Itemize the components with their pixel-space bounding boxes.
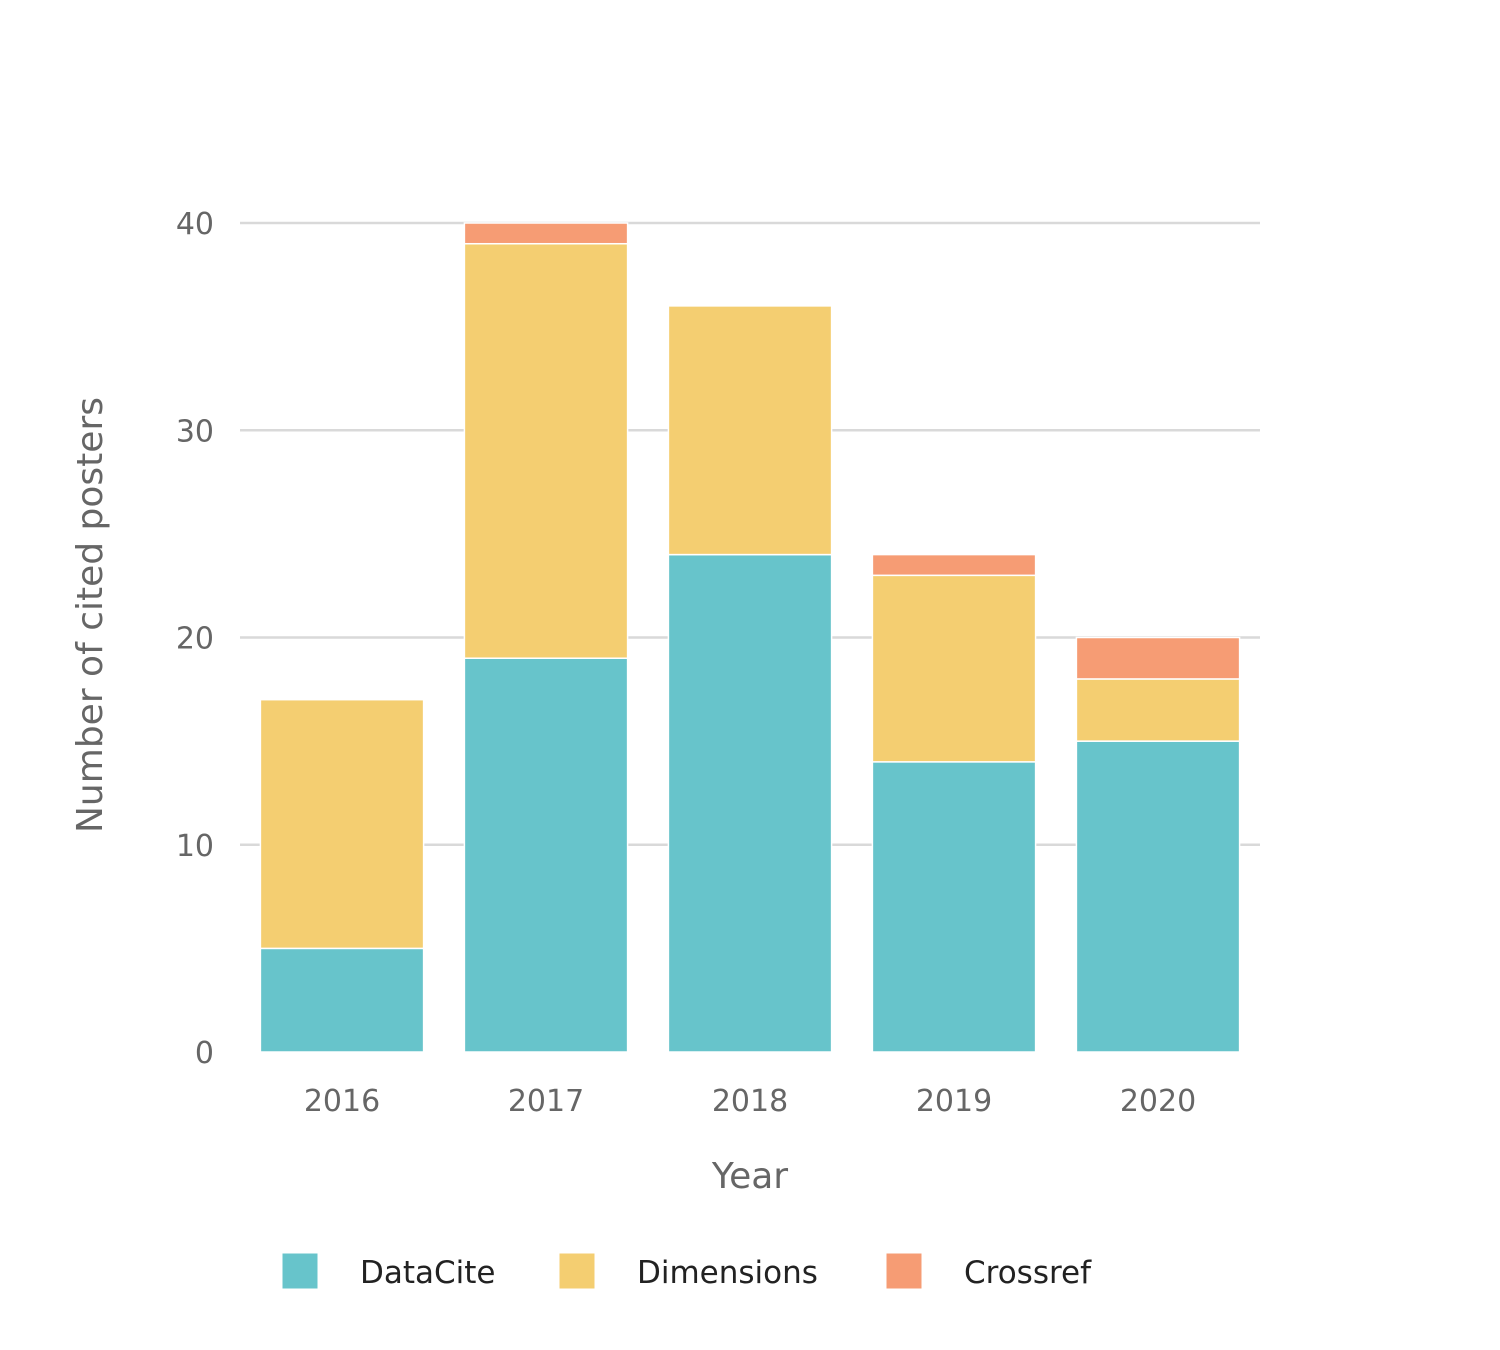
legend-label-dimensions: Dimensions bbox=[637, 1255, 818, 1291]
y-tick-label: 10 bbox=[176, 829, 214, 864]
y-tick-label: 0 bbox=[195, 1036, 214, 1071]
x-axis-title: Year bbox=[711, 1156, 788, 1197]
x-tick-labels: 2016 2017 2018 2019 2020 bbox=[304, 1084, 1196, 1119]
legend-swatch-crossref bbox=[885, 1252, 923, 1290]
bar-segment-datacite-2017 bbox=[463, 657, 629, 1053]
bar-segment-datacite-2018 bbox=[667, 553, 833, 1053]
x-tick-label: 2017 bbox=[508, 1084, 584, 1119]
y-tick-label: 30 bbox=[176, 414, 214, 449]
bar-segment-dimensions-2016 bbox=[259, 698, 425, 950]
y-axis-title: Number of cited posters bbox=[70, 397, 111, 833]
bar-segment-datacite-2020 bbox=[1075, 740, 1241, 1053]
bar-segment-dimensions-2017 bbox=[463, 242, 629, 659]
bars bbox=[259, 222, 1241, 1053]
bar-segment-dimensions-2018 bbox=[667, 305, 833, 556]
bar-segment-datacite-2016 bbox=[259, 947, 425, 1053]
legend-label-datacite: DataCite bbox=[360, 1255, 496, 1291]
bar-segment-crossref-2019 bbox=[871, 553, 1037, 577]
x-tick-label: 2016 bbox=[304, 1084, 380, 1119]
bar-segment-dimensions-2019 bbox=[871, 574, 1037, 763]
legend-label-crossref: Crossref bbox=[964, 1255, 1092, 1291]
y-tick-label: 20 bbox=[176, 622, 214, 657]
bar-segment-crossref-2020 bbox=[1075, 636, 1241, 680]
bar-segment-datacite-2019 bbox=[871, 761, 1037, 1053]
y-tick-labels: 0 10 20 30 40 bbox=[176, 207, 214, 1071]
legend-swatch-datacite bbox=[281, 1252, 319, 1290]
y-tick-label: 40 bbox=[176, 207, 214, 242]
x-tick-label: 2018 bbox=[712, 1084, 788, 1119]
x-tick-label: 2019 bbox=[916, 1084, 992, 1119]
x-tick-label: 2020 bbox=[1120, 1084, 1196, 1119]
legend-swatch-dimensions bbox=[558, 1252, 596, 1290]
legend: DataCite Dimensions Crossref bbox=[281, 1252, 1092, 1291]
bar-segment-dimensions-2020 bbox=[1075, 678, 1241, 742]
bar-segment-crossref-2017 bbox=[463, 222, 629, 245]
